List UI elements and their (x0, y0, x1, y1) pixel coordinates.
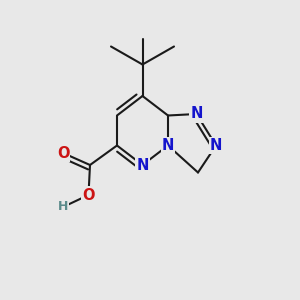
Text: N: N (190, 106, 203, 122)
Text: O: O (57, 146, 69, 160)
Text: N: N (162, 138, 174, 153)
Text: N: N (210, 138, 222, 153)
Text: H: H (58, 200, 68, 214)
Text: N: N (136, 158, 149, 172)
Text: O: O (82, 188, 95, 202)
